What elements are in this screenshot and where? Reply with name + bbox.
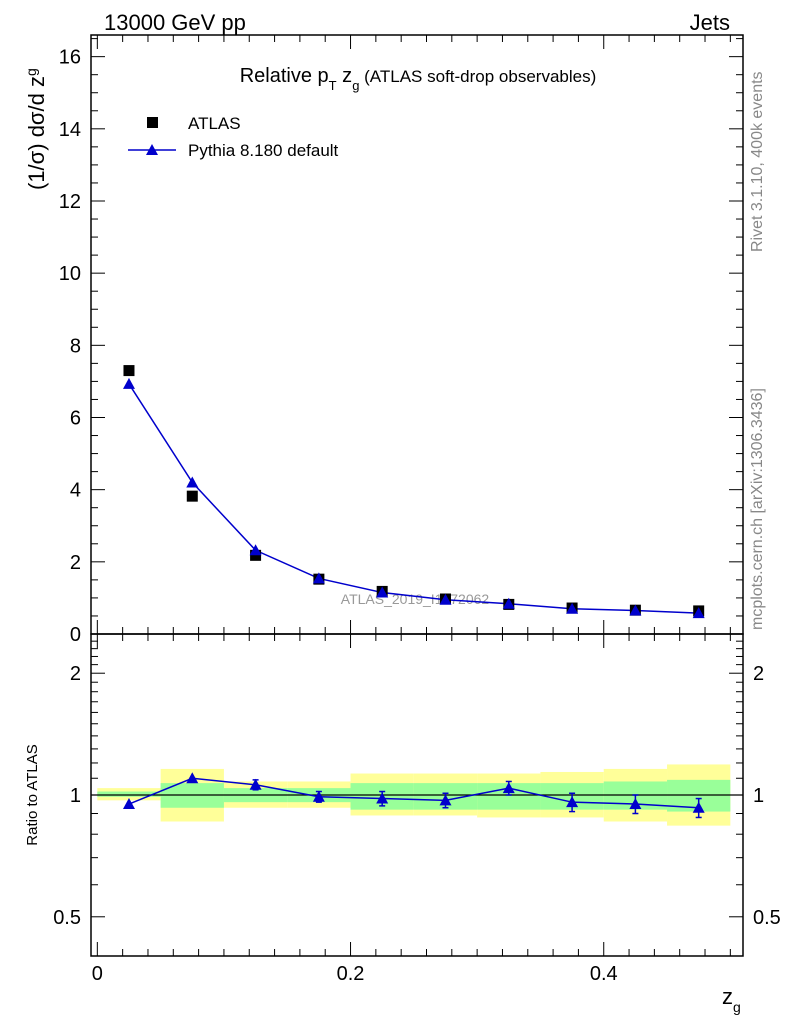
pythia-ratio-point bbox=[122, 798, 135, 810]
pythia-ratio-point bbox=[439, 794, 452, 806]
main-plot: 0 2 4 6 8 10 12 14 16 bbox=[59, 34, 744, 646]
pythia-ratio-point bbox=[629, 798, 642, 810]
legend-pythia-marker bbox=[146, 144, 158, 155]
x-tick-label: 0 bbox=[92, 963, 103, 985]
y-tick-label: 4 bbox=[70, 480, 81, 502]
y-tick-label: 12 bbox=[59, 191, 81, 213]
legend: ATLAS Pythia 8.180 default bbox=[128, 114, 339, 160]
pythia-point bbox=[312, 572, 325, 584]
analysis-watermark: ATLAS_2019_I1772062 bbox=[341, 591, 490, 607]
pythia-point bbox=[692, 607, 705, 619]
ratio-y-tick-label: 0.5 bbox=[53, 907, 81, 929]
ratio-y-tick-label: 1 bbox=[70, 785, 81, 807]
pythia-ratio-point bbox=[186, 772, 199, 784]
x-axis-label: zg bbox=[722, 984, 741, 1015]
y-tick-label: 0 bbox=[70, 624, 81, 646]
pythia-ratio-point bbox=[692, 801, 705, 813]
x-tick-label: 0.4 bbox=[590, 963, 618, 985]
mcplots-label: mcplots.cern.ch [arXiv:1306.3436] bbox=[749, 388, 766, 630]
pythia-line bbox=[128, 383, 699, 614]
legend-atlas-label: ATLAS bbox=[188, 114, 241, 133]
pythia-point bbox=[629, 604, 642, 616]
pythia-point bbox=[122, 377, 135, 389]
main-title: Relative pT zg (ATLAS soft-drop observab… bbox=[240, 65, 597, 93]
pythia-point bbox=[376, 586, 389, 598]
pythia-ratio-point bbox=[249, 778, 262, 790]
ratio-y-axis-label: Ratio to ATLAS bbox=[24, 744, 41, 845]
pythia-point bbox=[502, 597, 515, 609]
atlas-point bbox=[123, 365, 135, 377]
ratio-y-tick-label: 2 bbox=[70, 663, 81, 685]
main-y-axis-label: (1/σ) dσ/d zg bbox=[23, 68, 49, 190]
ratio-y-tick-label-right: 1 bbox=[753, 785, 764, 807]
pythia-point bbox=[566, 602, 579, 614]
y-tick-label: 10 bbox=[59, 263, 81, 285]
pythia-ratio-point bbox=[566, 796, 579, 808]
pythia-ratio-point bbox=[376, 792, 389, 804]
y-tick-label: 16 bbox=[59, 47, 81, 69]
process-label: Jets bbox=[690, 10, 730, 35]
pythia-point bbox=[186, 476, 199, 488]
y-tick-label: 6 bbox=[70, 407, 81, 429]
y-tick-label: 14 bbox=[59, 119, 81, 141]
x-tick-label: 0.2 bbox=[337, 963, 365, 985]
ratio-plot: 0 0.2 0.4 0.5 0.5 1 1 2 2 bbox=[53, 633, 781, 985]
pythia-ratio-line bbox=[128, 777, 699, 809]
ratio-y-tick-label-right: 0.5 bbox=[753, 907, 781, 929]
ratio-y-tick-label-right: 2 bbox=[753, 663, 764, 685]
rivet-label: Rivet 3.1.10, 400k events bbox=[749, 71, 766, 252]
stat-uncertainty-band bbox=[97, 791, 161, 797]
atlas-point bbox=[186, 490, 198, 502]
atlas-point bbox=[250, 549, 262, 561]
legend-atlas-marker bbox=[147, 117, 158, 128]
pythia-ratio-point bbox=[312, 790, 325, 802]
pythia-point bbox=[249, 544, 262, 556]
y-tick-label: 2 bbox=[70, 552, 81, 574]
pythia-ratio-point bbox=[502, 782, 515, 794]
pythia-point bbox=[439, 593, 452, 605]
energy-label: 13000 GeV pp bbox=[104, 10, 246, 35]
y-tick-label: 8 bbox=[70, 335, 81, 357]
legend-pythia-label: Pythia 8.180 default bbox=[188, 141, 339, 160]
